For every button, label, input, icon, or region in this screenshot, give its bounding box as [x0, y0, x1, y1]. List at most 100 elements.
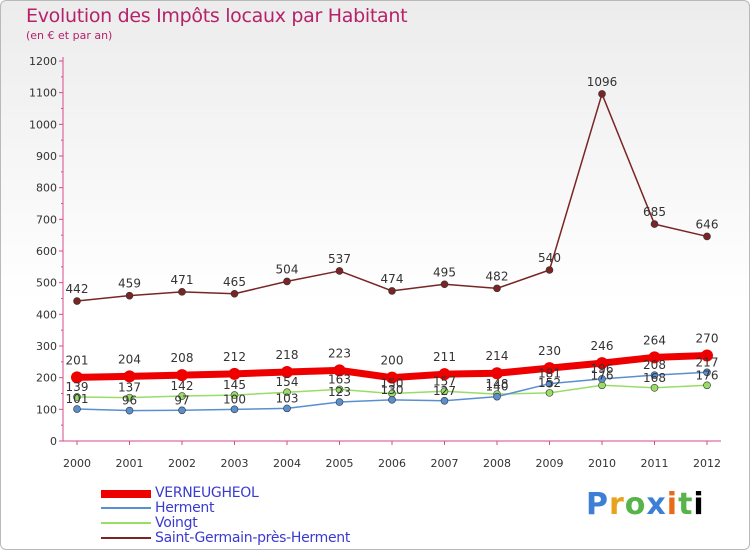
- x-tick-label: 2010: [588, 457, 616, 470]
- data-label-voingt: 142: [171, 379, 194, 393]
- legend-label-voingt: Voingt: [155, 515, 198, 531]
- data-point-voingt: [283, 388, 291, 397]
- data-point-saint-germain-pr-s-herment: [388, 287, 396, 295]
- data-point-herment: [73, 405, 81, 413]
- data-label-voingt: 137: [118, 381, 141, 395]
- data-label-herment: 140: [486, 380, 509, 394]
- data-point-saint-germain-pr-s-herment: [703, 232, 711, 241]
- y-tick-label: 100: [36, 403, 57, 416]
- x-tick-label: 2007: [431, 457, 459, 470]
- data-point-voingt: [73, 393, 81, 401]
- data-label-saint-germain-pr-s-herment: 646: [696, 217, 719, 231]
- legend-item-verneugheol: VERNEUGHEOL: [101, 486, 350, 501]
- data-point-voingt: [335, 385, 344, 394]
- data-label-herment: 100: [223, 392, 246, 406]
- data-label-saint-germain-pr-s-herment: 459: [118, 277, 141, 291]
- data-point-herment: [703, 368, 711, 377]
- data-label-verneugheol: 208: [171, 351, 194, 365]
- data-point-saint-germain-pr-s-herment: [650, 220, 659, 228]
- data-label-saint-germain-pr-s-herment: 442: [66, 282, 89, 296]
- data-point-herment: [440, 396, 449, 405]
- x-tick-label: 2001: [116, 457, 144, 470]
- y-tick-label: 1200: [29, 55, 57, 68]
- data-point-saint-germain-pr-s-herment: [125, 291, 134, 300]
- data-label-verneugheol: 230: [538, 344, 561, 358]
- chart-title: Evolution des Impôts locaux par Habitant: [26, 5, 408, 27]
- data-label-saint-germain-pr-s-herment: 540: [538, 251, 561, 265]
- data-point-verneugheol: [491, 367, 503, 380]
- data-label-herment: 103: [276, 391, 299, 405]
- data-label-herment: 196: [591, 362, 614, 376]
- proxiti-logo: Proxiti: [586, 487, 705, 522]
- data-point-herment: [178, 406, 186, 415]
- data-label-herment: 127: [433, 384, 456, 398]
- data-label-verneugheol: 264: [643, 333, 666, 347]
- data-point-verneugheol: [386, 371, 398, 384]
- data-label-verneugheol: 211: [433, 350, 456, 364]
- data-label-verneugheol: 214: [486, 349, 509, 363]
- data-label-verneugheol: 218: [276, 348, 299, 362]
- x-tick-label: 2006: [378, 457, 406, 470]
- data-point-voingt: [545, 389, 554, 397]
- data-label-voingt: 148: [486, 377, 509, 391]
- data-point-verneugheol: [596, 357, 608, 370]
- data-point-voingt: [125, 393, 134, 402]
- data-label-voingt: 163: [328, 372, 351, 386]
- data-label-voingt: 168: [643, 371, 666, 385]
- data-point-saint-germain-pr-s-herment: [178, 288, 186, 296]
- data-point-herment: [545, 379, 554, 388]
- data-label-herment: 217: [696, 355, 719, 369]
- y-tick-label: 1100: [29, 87, 57, 100]
- data-label-verneugheol: 246: [591, 339, 614, 353]
- data-point-herment: [125, 406, 134, 415]
- legend-swatch-herment: [101, 507, 151, 509]
- legend-item-saint-germain: Saint-Germain-près-Herment: [101, 531, 350, 546]
- series-line-saint-germain-pr-s-herment: [76, 93, 708, 302]
- data-label-saint-germain-pr-s-herment: 471: [171, 273, 194, 287]
- data-point-saint-germain-pr-s-herment: [73, 297, 81, 305]
- data-point-verneugheol: [648, 351, 661, 364]
- x-tick-label: 2003: [221, 457, 249, 470]
- data-point-verneugheol: [701, 349, 713, 362]
- data-label-saint-germain-pr-s-herment: 1096: [587, 75, 618, 89]
- data-label-herment: 123: [328, 385, 351, 399]
- data-point-saint-germain-pr-s-herment: [230, 289, 239, 298]
- y-tick-label: 1000: [29, 118, 57, 131]
- x-tick-label: 2000: [63, 457, 91, 470]
- data-label-voingt: 154: [276, 375, 299, 389]
- data-label-voingt: 157: [433, 374, 456, 388]
- data-point-herment: [493, 392, 501, 401]
- data-point-verneugheol: [71, 371, 83, 384]
- data-label-herment: 96: [122, 394, 137, 408]
- y-tick-label: 600: [36, 245, 57, 258]
- data-label-saint-germain-pr-s-herment: 495: [433, 265, 456, 279]
- data-point-verneugheol: [228, 367, 241, 380]
- data-point-verneugheol: [438, 368, 451, 381]
- legend-item-voingt: Voingt: [101, 516, 350, 531]
- data-label-saint-germain-pr-s-herment: 504: [276, 262, 299, 276]
- data-point-saint-germain-pr-s-herment: [598, 90, 606, 98]
- data-point-herment: [283, 404, 291, 413]
- y-tick-label: 0: [50, 435, 57, 448]
- x-tick-label: 2005: [326, 457, 354, 470]
- data-label-verneugheol: 204: [118, 352, 141, 366]
- data-point-verneugheol: [176, 369, 188, 382]
- data-label-verneugheol: 200: [381, 354, 404, 368]
- data-point-herment: [230, 405, 239, 414]
- legend-swatch-saint-germain: [101, 537, 151, 539]
- data-point-saint-germain-pr-s-herment: [283, 277, 291, 286]
- legend-item-herment: Herment: [101, 501, 350, 516]
- y-tick-label: 800: [36, 182, 57, 195]
- data-label-verneugheol: 223: [328, 346, 351, 360]
- y-tick-label: 500: [36, 277, 57, 290]
- y-tick-label: 400: [36, 308, 57, 321]
- data-point-herment: [335, 398, 344, 406]
- data-label-voingt: 152: [538, 376, 561, 390]
- data-point-saint-germain-pr-s-herment: [545, 266, 554, 274]
- legend: VERNEUGHEOL Herment Voingt Saint-Germain…: [101, 486, 350, 546]
- legend-label-herment: Herment: [155, 500, 215, 516]
- data-point-saint-germain-pr-s-herment: [493, 284, 501, 293]
- data-label-herment: 130: [381, 383, 404, 397]
